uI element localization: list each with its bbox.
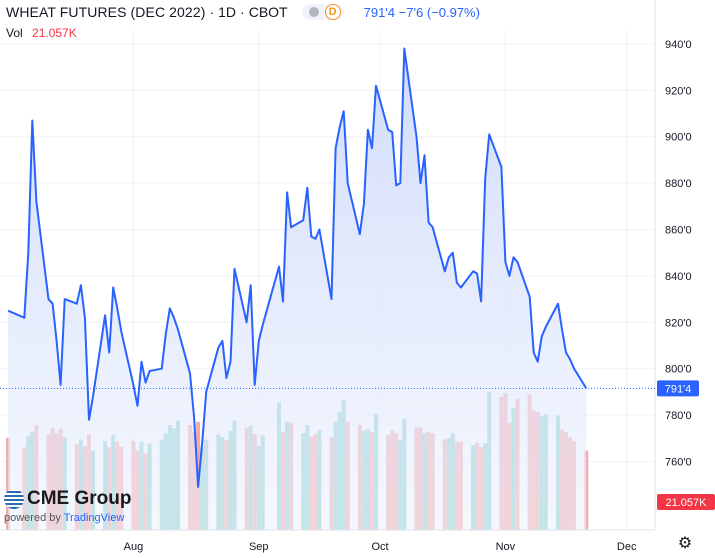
y-tick-label: 760'0 bbox=[665, 457, 692, 469]
status-dot-icon bbox=[308, 7, 319, 17]
legend-header: WHEAT FUTURES (DEC 2022) · 1D · CBOT D 7… bbox=[6, 3, 480, 21]
price-change-pct: (−0.97%) bbox=[426, 4, 480, 20]
price-quote: 791'4 −7'6 (−0.97%) bbox=[364, 5, 480, 20]
tradingview-text: TradingView bbox=[63, 512, 125, 524]
x-tick-label: Dec bbox=[617, 541, 637, 553]
separator: · bbox=[209, 4, 215, 20]
x-tick-label: Oct bbox=[371, 541, 388, 553]
powered-text: powered by bbox=[4, 512, 61, 524]
x-tick-label: Nov bbox=[496, 541, 516, 553]
x-tick-label: Aug bbox=[124, 541, 144, 553]
y-tick-label: 880'0 bbox=[665, 178, 692, 190]
volume-tag bbox=[657, 494, 715, 510]
time-axis[interactable]: Aug Sep Oct Nov Dec bbox=[0, 529, 655, 553]
interval-label[interactable]: 1D bbox=[218, 4, 237, 20]
last-price: 791'4 bbox=[363, 4, 396, 20]
exchange-label: CBOT bbox=[248, 4, 288, 20]
price-area bbox=[7, 47, 588, 530]
volume-bar bbox=[6, 437, 11, 530]
y-tick-label: 920'0 bbox=[665, 85, 692, 97]
price-line bbox=[7, 47, 588, 488]
globe-icon bbox=[4, 489, 24, 509]
volume-value: 21.057K bbox=[32, 26, 77, 40]
volume-tag-text: 21.057K bbox=[666, 497, 708, 509]
volume-label[interactable]: Vol bbox=[6, 26, 23, 40]
market-status-pill[interactable]: D bbox=[301, 4, 344, 20]
cme-brand: CME Group bbox=[4, 488, 132, 510]
brand-name: CME Group bbox=[27, 488, 132, 509]
y-tick-label: 800'0 bbox=[665, 364, 692, 376]
cme-logo[interactable]: CME Group powered by TradingView bbox=[4, 488, 132, 524]
delayed-badge: D bbox=[324, 4, 341, 20]
y-tick-label: 940'0 bbox=[665, 39, 692, 51]
separator: · bbox=[240, 4, 245, 20]
last-price-tag bbox=[657, 380, 699, 397]
y-tick-label: 840'0 bbox=[665, 271, 692, 283]
price-area-fill bbox=[8, 48, 587, 530]
x-tick-label: Sep bbox=[249, 541, 269, 553]
price-change: −7'6 bbox=[398, 4, 424, 20]
symbol-title[interactable]: WHEAT FUTURES (DEC 2022) bbox=[6, 4, 206, 20]
gear-icon[interactable]: ⚙ bbox=[677, 535, 693, 552]
y-tick-label: 900'0 bbox=[665, 132, 692, 144]
price-axis[interactable]: 760'0 780'0 800'0 820'0 840'0 860'0 880'0 900'0… bbox=[654, 0, 692, 530]
last-price-tag-text: 791'4 bbox=[665, 383, 692, 395]
volume-legend: Vol 21.057K bbox=[6, 26, 77, 40]
y-tick-label: 860'0 bbox=[665, 225, 692, 237]
y-tick-label: 820'0 bbox=[665, 317, 692, 329]
powered-by[interactable]: powered by TradingView bbox=[4, 512, 132, 524]
y-tick-label: 780'0 bbox=[665, 410, 692, 422]
last-value-tags: 791'4 21.057K bbox=[0, 380, 715, 510]
